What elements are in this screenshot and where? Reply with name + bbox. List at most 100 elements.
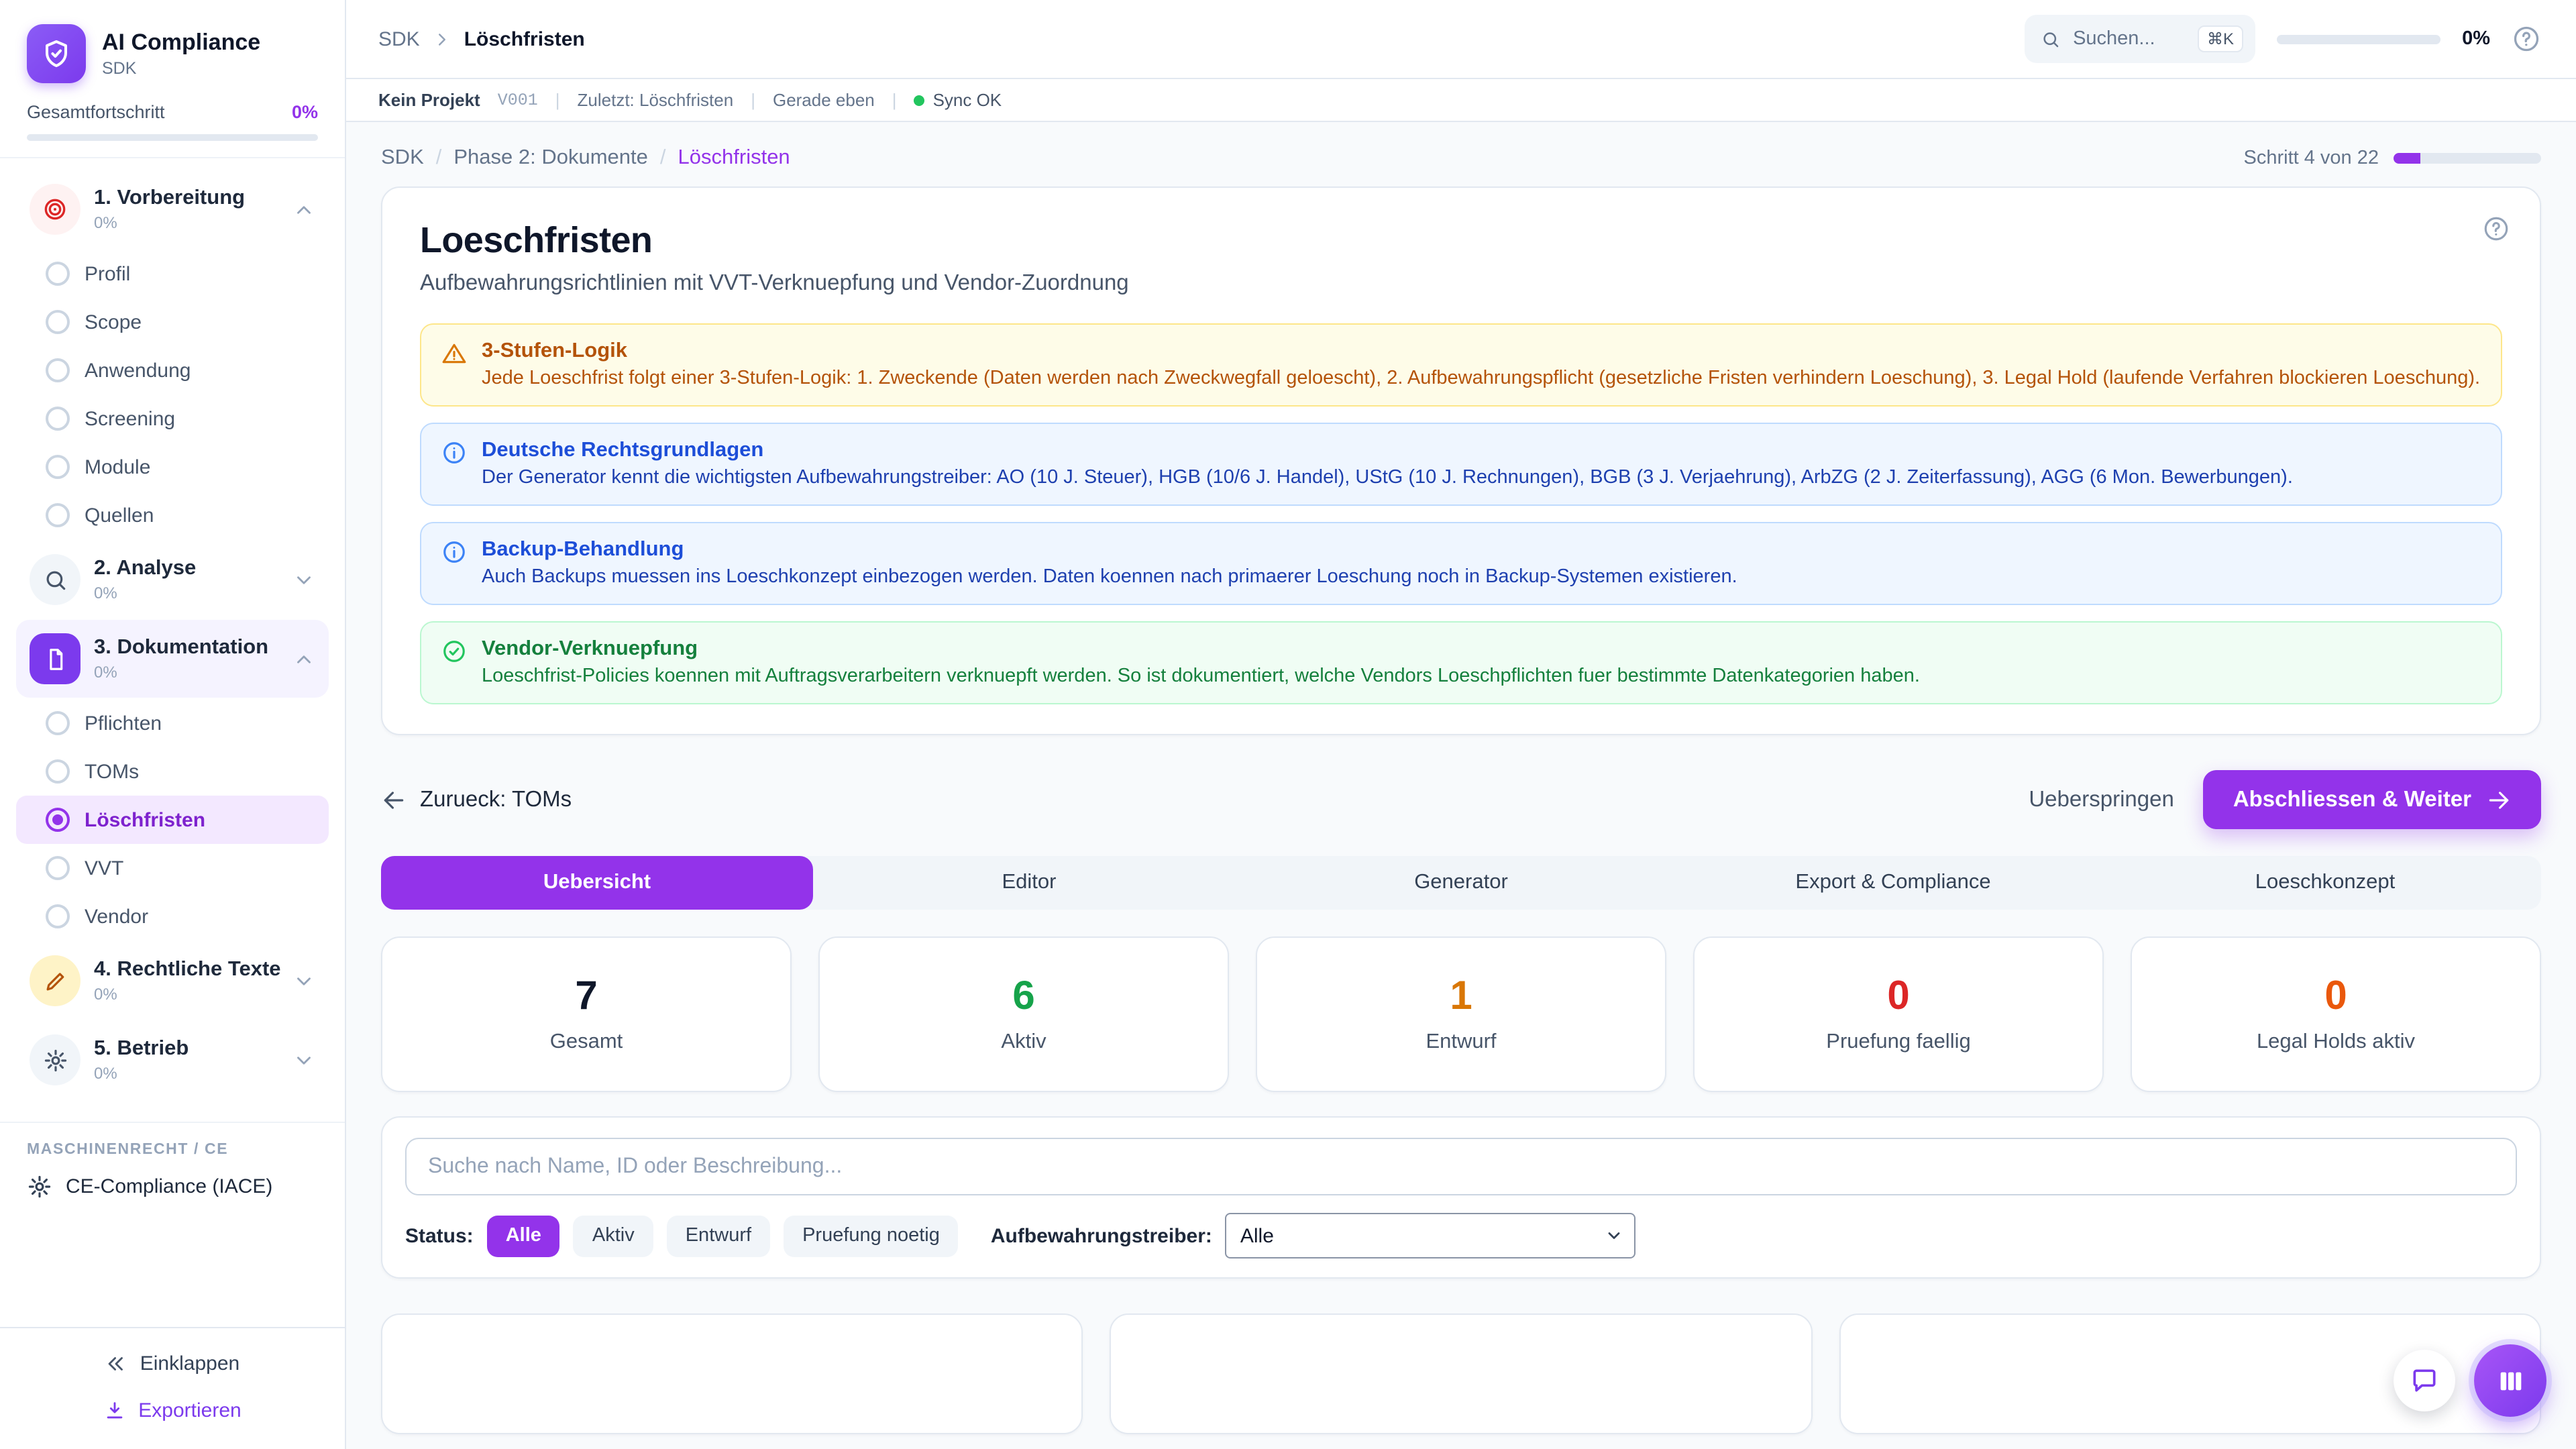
back-button[interactable]: Zurueck: TOMs	[381, 787, 572, 812]
sidebar-section-analyse[interactable]: 2. Analyse 0%	[16, 541, 329, 619]
skip-button[interactable]: Ueberspringen	[2029, 787, 2174, 811]
chevron-right-icon	[432, 29, 452, 49]
sidebar-section-vorbereitung[interactable]: 1. Vorbereitung 0%	[16, 170, 329, 248]
last-visited-label: Zuletzt: Löschfristen	[577, 90, 734, 110]
sidebar-section-dokumentation[interactable]: 3. Dokumentation 0%	[16, 620, 329, 698]
tab-export-compliance[interactable]: Export & Compliance	[1677, 856, 2109, 910]
warning-triangle-icon	[441, 341, 467, 392]
help-icon[interactable]	[2512, 23, 2544, 55]
tab-uebersicht[interactable]: Uebersicht	[381, 856, 813, 910]
stat-label: Legal Holds aktiv	[2256, 1030, 2416, 1053]
collapse-sidebar-button[interactable]: Einklappen	[89, 1344, 256, 1383]
sidebar-item-loeschfristen[interactable]: Löschfristen	[16, 796, 329, 844]
chat-fab-button[interactable]	[2394, 1350, 2455, 1411]
alert-text: Der Generator kennt die wichtigsten Aufb…	[482, 467, 2293, 488]
app-title: AI Compliance	[102, 30, 261, 55]
alert-text: Auch Backups muessen ins Loeschkonzept e…	[482, 566, 1737, 588]
sidebar-item-module[interactable]: Module	[16, 443, 329, 491]
separator: /	[659, 146, 666, 169]
separator: |	[892, 90, 897, 110]
alert-list: 3-Stufen-Logik Jede Loeschfrist folgt ei…	[420, 323, 2502, 704]
search-icon	[2041, 29, 2061, 49]
section-label: 5. Betrieb	[94, 1037, 189, 1060]
status-filter-alle[interactable]: Alle	[486, 1215, 560, 1256]
sidebar-item-vendor[interactable]: Vendor	[16, 892, 329, 941]
alert-vendor-verknuepfung: Vendor-Verknuepfung Loeschfrist-Policies…	[420, 621, 2502, 704]
export-button[interactable]: Exportieren	[87, 1391, 257, 1430]
step-circle-icon	[46, 407, 70, 431]
breadcrumb-root[interactable]: SDK	[378, 28, 420, 50]
header-breadcrumb: SDK Löschfristen	[378, 28, 585, 50]
chevron-down-icon	[292, 568, 315, 591]
next-label: Abschliessen & Weiter	[2233, 787, 2471, 811]
section-percent: 0%	[94, 584, 117, 602]
stat-card-aktiv: 6 Aktiv	[818, 936, 1229, 1092]
sidebar-item-pflichten[interactable]: Pflichten	[16, 699, 329, 747]
sidebar-section-rechtliche-texte[interactable]: 4. Rechtliche Texte 0%	[16, 942, 329, 1020]
page-breadcrumb: SDK / Phase 2: Dokumente / Löschfristen …	[381, 146, 2541, 170]
section-label: 1. Vorbereitung	[94, 186, 246, 209]
step-circle-icon	[46, 711, 70, 735]
arrow-right-icon	[2486, 787, 2512, 812]
sidebar-item-quellen[interactable]: Quellen	[16, 491, 329, 539]
retention-driver-select[interactable]: Alle	[1225, 1213, 1636, 1258]
breadcrumb-current: Löschfristen	[678, 146, 790, 169]
export-label: Exportieren	[138, 1399, 241, 1422]
sidebar-item-label: Vendor	[85, 905, 149, 928]
sidebar-item-scope[interactable]: Scope	[16, 298, 329, 346]
complete-next-button[interactable]: Abschliessen & Weiter	[2203, 770, 2541, 829]
sidebar-item-anwendung[interactable]: Anwendung	[16, 346, 329, 394]
target-icon	[30, 184, 80, 235]
stat-label: Entwurf	[1426, 1030, 1497, 1053]
chevrons-left-icon	[105, 1352, 128, 1375]
sidebar-section-betrieb[interactable]: 5. Betrieb 0%	[16, 1021, 329, 1099]
sidebar-item-ce-compliance[interactable]: CE-Compliance (IACE)	[27, 1174, 318, 1199]
filter-row: Status: Alle Aktiv Entwurf Pruefung noet…	[405, 1213, 2517, 1258]
section-percent: 0%	[94, 1064, 117, 1083]
stat-value: 1	[1450, 974, 1472, 1018]
tab-loeschkonzept[interactable]: Loeschkonzept	[2109, 856, 2541, 910]
sidebar-item-toms[interactable]: TOMs	[16, 747, 329, 796]
main-column: SDK Löschfristen Suchen... ⌘K 0% Kein Pr…	[346, 0, 2576, 1449]
project-name: Kein Projekt	[378, 90, 480, 110]
sidebar-item-profil[interactable]: Profil	[16, 250, 329, 298]
status-filter-entwurf[interactable]: Entwurf	[666, 1215, 771, 1256]
breadcrumb-current: Löschfristen	[464, 28, 585, 50]
sidebar-item-label: TOMs	[85, 760, 140, 783]
step-circle-icon	[46, 262, 70, 286]
alert-3-stufen-logik: 3-Stufen-Logik Jede Loeschfrist folgt ei…	[420, 323, 2502, 407]
policy-card-grid	[381, 1313, 2541, 1434]
tab-bar: Uebersicht Editor Generator Export & Com…	[381, 856, 2541, 910]
board-view-fab-button[interactable]	[2474, 1344, 2546, 1417]
tab-editor[interactable]: Editor	[813, 856, 1245, 910]
card-help-icon[interactable]	[2482, 215, 2510, 243]
status-filter-aktiv[interactable]: Aktiv	[573, 1215, 653, 1256]
last-saved-time: Gerade eben	[772, 90, 875, 110]
sidebar: AI Compliance SDK Gesamtfortschritt 0% 1…	[0, 0, 346, 1449]
step-circle-active-icon	[46, 808, 70, 832]
stats-row: 7 Gesamt 6 Aktiv 1 Entwurf 0 Pruefung fa…	[381, 936, 2541, 1092]
sidebar-item-label: Anwendung	[85, 359, 191, 382]
sidebar-item-label: Löschfristen	[85, 808, 206, 831]
policy-search-input[interactable]	[405, 1138, 2517, 1195]
tab-generator[interactable]: Generator	[1245, 856, 1677, 910]
driver-filter-label: Aufbewahrungstreiber:	[990, 1224, 1212, 1247]
page-subtitle: Aufbewahrungsrichtlinien mit VVT-Verknue…	[420, 271, 1129, 295]
top-header: SDK Löschfristen Suchen... ⌘K 0%	[346, 0, 2576, 79]
chevron-down-icon	[292, 1049, 315, 1071]
alert-title: Vendor-Verknuepfung	[482, 637, 698, 660]
stat-card-pruefung-faellig: 0 Pruefung faellig	[1693, 936, 2104, 1092]
policy-card[interactable]	[381, 1313, 1083, 1434]
status-filter-pruefung-noetig[interactable]: Pruefung noetig	[784, 1215, 959, 1256]
stat-value: 0	[1887, 974, 1910, 1018]
info-circle-icon	[441, 440, 467, 491]
policy-card[interactable]	[1110, 1313, 1813, 1434]
stat-card-legal-holds: 0 Legal Holds aktiv	[2131, 936, 2541, 1092]
breadcrumb-phase[interactable]: Phase 2: Dokumente	[453, 146, 648, 169]
global-search[interactable]: Suchen... ⌘K	[2025, 15, 2256, 63]
breadcrumb-root[interactable]: SDK	[381, 146, 424, 169]
header-progress-bar	[2277, 34, 2441, 44]
info-circle-icon	[441, 539, 467, 590]
sidebar-item-screening[interactable]: Screening	[16, 394, 329, 443]
sidebar-item-vvt[interactable]: VVT	[16, 844, 329, 892]
